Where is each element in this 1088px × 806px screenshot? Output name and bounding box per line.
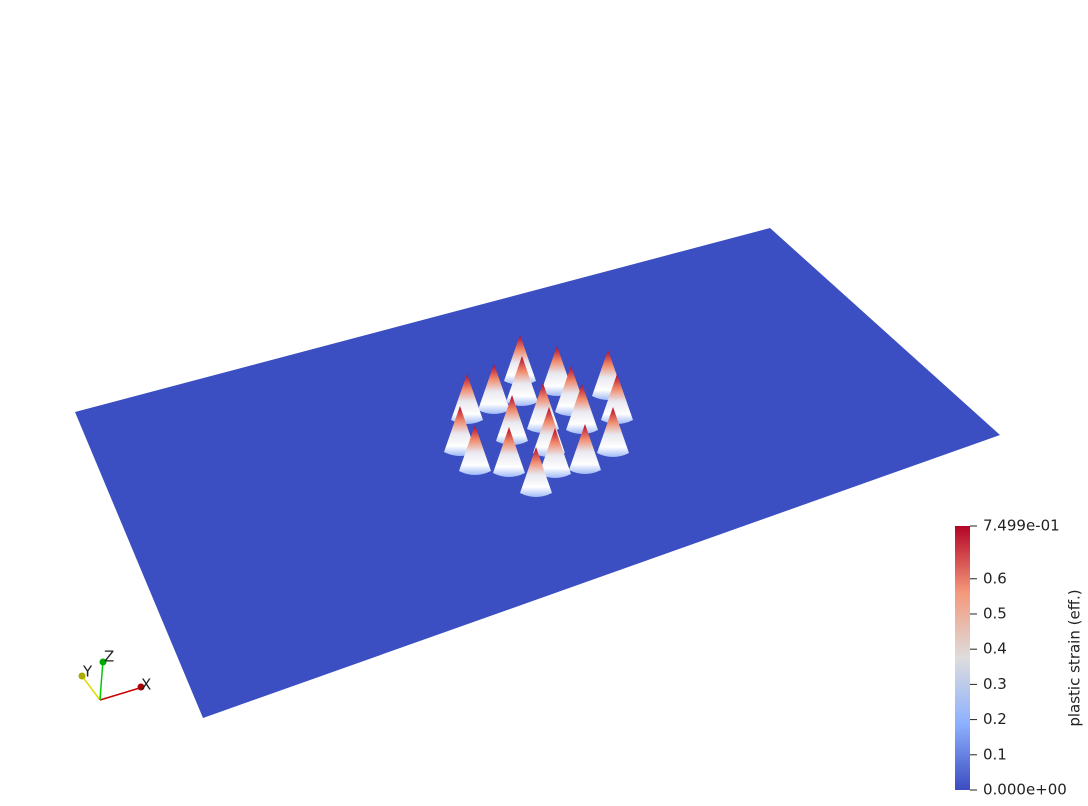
colorbar: plastic strain (eff.) 7.499e-01 0.1 0.2 0.3… xyxy=(955,517,1084,799)
cone xyxy=(493,427,525,477)
colorbar-tick-label: 0.5 xyxy=(983,604,1007,622)
cone xyxy=(478,364,510,414)
colorbar-title: plastic strain (eff.) xyxy=(1066,589,1084,726)
colorbar-tick-label: 0.2 xyxy=(983,710,1007,728)
z-label: Z xyxy=(104,648,114,666)
cone xyxy=(601,374,633,424)
y-axis xyxy=(81,675,101,701)
colorbar-tick-label: 0.3 xyxy=(983,675,1007,693)
cone xyxy=(506,356,538,406)
y-label: Y xyxy=(82,663,93,681)
colorbar-max-label: 7.499e-01 xyxy=(983,517,1060,535)
colorbar-tick-label: 0.6 xyxy=(983,569,1007,587)
x-axis xyxy=(99,686,144,701)
y-tip xyxy=(78,672,86,680)
x-label: X xyxy=(141,676,151,694)
z-axis xyxy=(99,659,104,701)
colorbar-min-label: 0.000e+00 xyxy=(983,781,1067,799)
cone xyxy=(539,428,571,478)
x-tip xyxy=(137,683,145,691)
cone xyxy=(444,406,476,456)
colorbar-gradient xyxy=(955,526,970,790)
colorbar-tick-label: 0.1 xyxy=(983,745,1007,763)
cone xyxy=(459,425,491,475)
cone xyxy=(597,407,629,457)
colorbar-tick-label: 0.4 xyxy=(983,640,1007,658)
cone xyxy=(504,335,536,385)
cone xyxy=(496,395,528,445)
cones xyxy=(444,335,633,497)
cone xyxy=(520,447,552,497)
cone xyxy=(569,424,601,474)
z-tip xyxy=(99,658,107,666)
cone xyxy=(566,384,598,434)
orientation-axes: X Y Z xyxy=(78,648,151,701)
